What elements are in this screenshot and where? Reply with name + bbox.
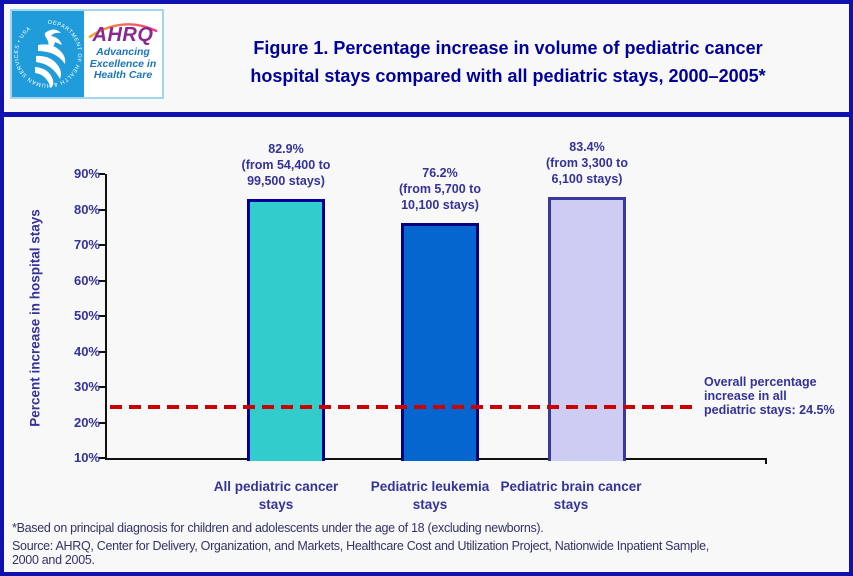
y-tick-label: 40% <box>73 344 100 359</box>
y-tick-label: 80% <box>73 202 100 217</box>
y-tick-mark <box>99 422 105 424</box>
y-tick-mark <box>99 209 105 211</box>
bar-pediatric-leukemia-stays <box>401 223 479 461</box>
category-label: All pediatric cancer stays <box>213 479 339 512</box>
y-tick-mark <box>99 457 105 459</box>
figure-title: Figure 1. Percentage increase in volume … <box>250 38 766 86</box>
y-tick-label: 60% <box>73 273 100 288</box>
ahrq-arc-icon <box>88 23 158 38</box>
y-tick-label: 90% <box>73 166 100 181</box>
bar-all-pediatric-cancer-stays <box>247 199 325 461</box>
y-tick-mark <box>99 351 105 353</box>
y-tick-label: 20% <box>73 415 100 430</box>
y-tick-mark <box>99 315 105 317</box>
reference-line-annotation: Overall percentage increase in all pedia… <box>704 375 835 417</box>
ahrq-acronym: AHRQ <box>92 24 154 46</box>
hhs-eagle-icon: DEPARTMENT OF HEALTH & HUMAN SERVICES • … <box>12 11 84 97</box>
y-tick-mark <box>99 280 105 282</box>
y-axis-line <box>105 174 107 460</box>
bar-value-label: 76.2% (from 5,700 to 10,100 stays) <box>399 166 481 212</box>
category-label: Pediatric brain cancer stays <box>500 479 642 512</box>
y-tick-mark <box>99 173 105 175</box>
y-tick-mark <box>99 386 105 388</box>
header-separator <box>4 112 849 117</box>
category-label: Pediatric leukemia stays <box>370 479 490 512</box>
y-tick-mark <box>99 244 105 246</box>
source-text: Source: AHRQ, Center for Delivery, Organ… <box>12 539 709 567</box>
bar-pediatric-brain-cancer-stays <box>548 197 626 461</box>
y-axis-title: Percent increase in hospital stays <box>27 209 43 427</box>
y-tick-label: 70% <box>73 237 100 252</box>
ahrq-tagline: Advancing Excellence in Health Care <box>89 46 157 81</box>
y-tick-label: 50% <box>73 308 100 323</box>
agency-logo: DEPARTMENT OF HEALTH & HUMAN SERVICES • … <box>10 9 164 99</box>
hhs-logo: DEPARTMENT OF HEALTH & HUMAN SERVICES • … <box>12 11 84 97</box>
footnote-text: *Based on principal diagnosis for childr… <box>12 521 544 535</box>
x-axis-end-tick <box>765 460 767 464</box>
y-tick-label: 30% <box>73 379 100 394</box>
bar-value-label: 83.4% (from 3,300 to 6,100 stays) <box>546 140 628 186</box>
ahrq-logo: AHRQ Advancing Excellence in Health Care <box>84 11 162 97</box>
y-tick-label: 10% <box>73 450 100 465</box>
reference-dashed-line <box>110 405 696 409</box>
bar-value-label: 82.9% (from 54,400 to 99,500 stays) <box>241 142 331 188</box>
